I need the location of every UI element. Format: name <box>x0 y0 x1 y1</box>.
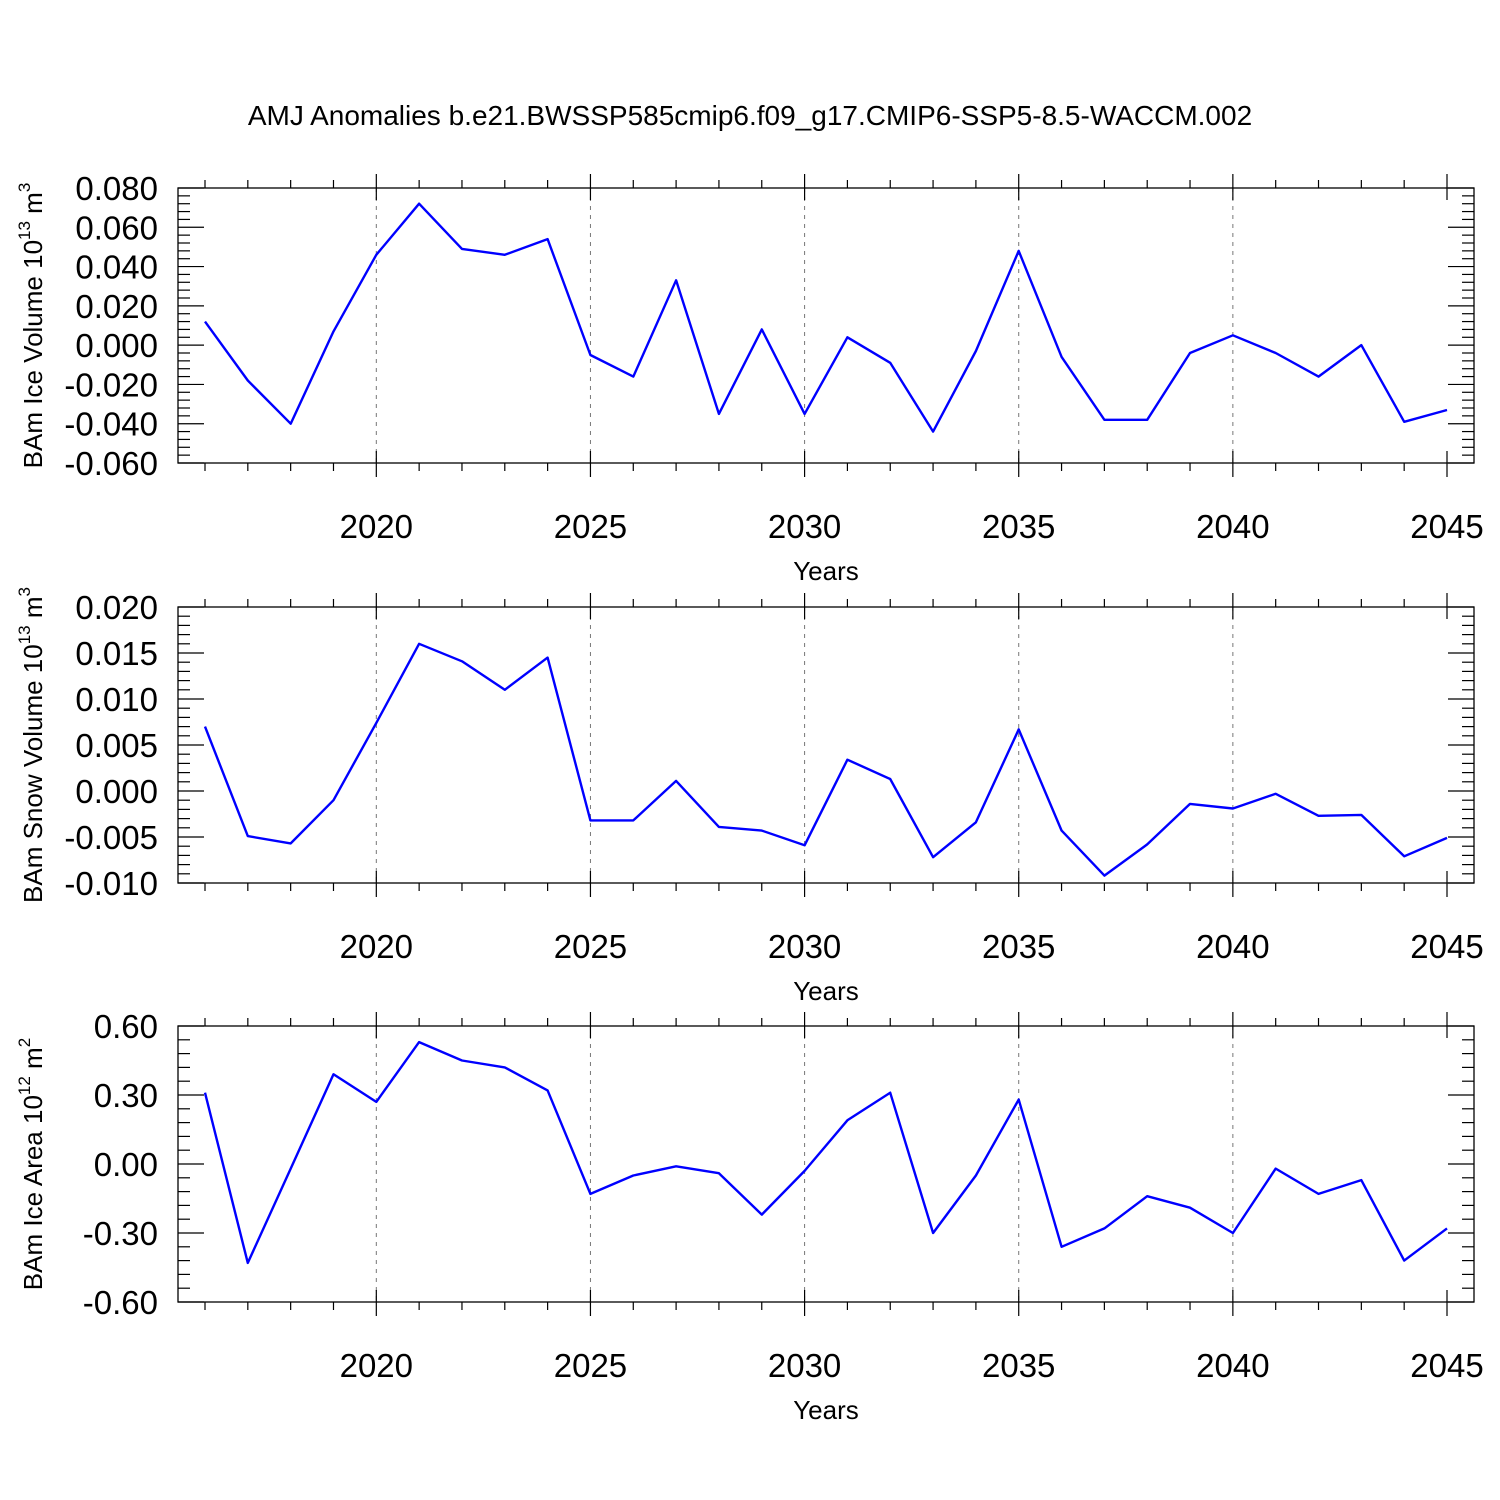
y-axis-label-unit: m <box>18 596 48 625</box>
x-tick-label: 2020 <box>340 508 413 545</box>
y-axis-label-text: BAm Ice Volume 10 <box>18 240 48 468</box>
y-axis-label-unit-exponent: 3 <box>15 183 34 192</box>
x-tick-label: 2035 <box>982 928 1055 965</box>
x-tick-label: 2030 <box>768 508 841 545</box>
x-axis-label: Years <box>793 976 859 1006</box>
series-line <box>204 202 1448 433</box>
x-tick-label: 2030 <box>768 928 841 965</box>
series-line <box>203 642 1448 877</box>
x-axis-label: Years <box>793 556 859 586</box>
x-tick-label: 2020 <box>340 928 413 965</box>
plot-frame <box>177 1025 1475 1303</box>
y-tick-label: 0.000 <box>75 773 158 810</box>
x-tick-label: 2045 <box>1410 928 1483 965</box>
y-axis-label-exponent: 12 <box>15 1076 34 1095</box>
y-tick-label: 0.30 <box>94 1077 158 1114</box>
plot-frame <box>177 606 1475 884</box>
y-axis-label-text: BAm Snow Volume 10 <box>18 644 48 903</box>
y-tick-label: -0.040 <box>64 406 158 443</box>
x-tick-label: 2020 <box>340 1347 413 1384</box>
figure-title: AMJ Anomalies b.e21.BWSSP585cmip6.f09_g1… <box>248 100 1252 131</box>
y-tick-label: 0.020 <box>75 288 158 325</box>
y-axis-label-unit-exponent: 3 <box>15 587 34 596</box>
y-tick-label: 0.060 <box>75 209 158 246</box>
y-tick-label: -0.60 <box>83 1284 158 1321</box>
x-tick-label: 2040 <box>1196 1347 1269 1384</box>
y-tick-label: 0.00 <box>94 1146 158 1183</box>
x-tick-label: 2040 <box>1196 928 1269 965</box>
y-axis-label-exponent: 13 <box>15 221 34 240</box>
x-tick-label: 2025 <box>554 508 627 545</box>
y-tick-label: 0.000 <box>75 327 158 364</box>
y-axis-label-exponent: 13 <box>15 625 34 644</box>
y-tick-label: -0.060 <box>64 445 158 482</box>
y-tick-label: 0.020 <box>75 589 158 626</box>
x-tick-label: 2035 <box>982 508 1055 545</box>
panel-2: -0.010 -0.005 0.000 0.005 0.010 0.015 0.020 202… <box>15 587 1484 1006</box>
y-axis-label-unit: m <box>18 1047 48 1076</box>
y-tick-label: 0.080 <box>75 170 158 207</box>
y-tick-label: 0.015 <box>75 635 158 672</box>
y-axis-label: BAm Snow Volume 1013 m3 <box>15 587 48 903</box>
x-tick-label: 2025 <box>554 928 627 965</box>
y-axis-label-unit-exponent: 2 <box>15 1038 34 1047</box>
y-axis-label: BAm Ice Area 1012 m2 <box>15 1038 48 1290</box>
x-axis-label: Years <box>793 1395 859 1425</box>
x-tick-label: 2040 <box>1196 508 1269 545</box>
y-tick-label: 0.60 <box>94 1008 158 1045</box>
panel-3: -0.60 -0.30 0.00 0.30 0.60 2020 2025 2030 2035 20… <box>15 1008 1484 1425</box>
y-tick-label: -0.010 <box>64 865 158 902</box>
panels: -0.060-0.040-0.0200.0000.0200.0400.0600.… <box>15 170 1484 1425</box>
y-tick-label: 0.005 <box>75 727 158 764</box>
series-line <box>203 1040 1448 1265</box>
x-tick-label: 2045 <box>1410 508 1483 545</box>
y-tick-label: -0.30 <box>83 1215 158 1252</box>
y-tick-label: -0.005 <box>64 819 158 856</box>
y-axis-label-unit: m <box>18 192 48 221</box>
x-tick-label: 2025 <box>554 1347 627 1384</box>
x-tick-label: 2035 <box>982 1347 1055 1384</box>
y-tick-label: 0.040 <box>75 249 158 286</box>
y-tick-label: 0.010 <box>75 681 158 718</box>
x-tick-label: 2030 <box>768 1347 841 1384</box>
y-axis-label-text: BAm Ice Area 10 <box>18 1095 48 1290</box>
panel-1: -0.060-0.040-0.0200.0000.0200.0400.0600.… <box>15 170 1484 586</box>
y-tick-label: -0.020 <box>64 366 158 403</box>
x-tick-label: 2045 <box>1410 1347 1483 1384</box>
y-axis-label: BAm Ice Volume 1013 m3 <box>15 183 48 469</box>
plot-frame <box>177 187 1475 464</box>
